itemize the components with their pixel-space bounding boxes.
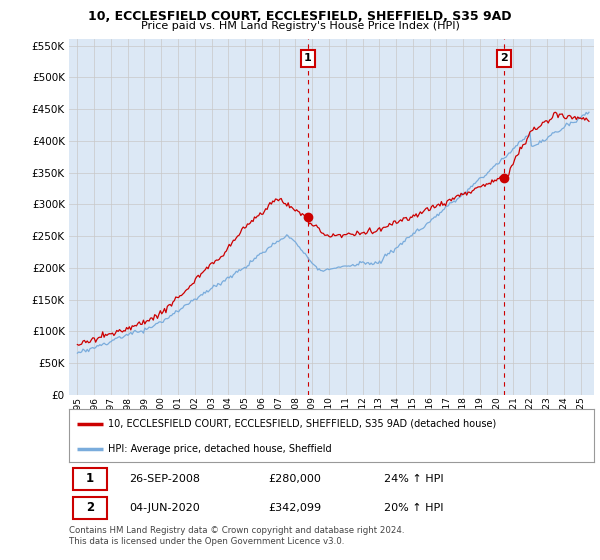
Text: Price paid vs. HM Land Registry's House Price Index (HPI): Price paid vs. HM Land Registry's House …	[140, 21, 460, 31]
Text: HPI: Average price, detached house, Sheffield: HPI: Average price, detached house, Shef…	[109, 444, 332, 454]
Text: £342,099: £342,099	[269, 503, 322, 513]
Text: 2: 2	[500, 53, 508, 63]
Text: Contains HM Land Registry data © Crown copyright and database right 2024.
This d: Contains HM Land Registry data © Crown c…	[69, 526, 404, 546]
FancyBboxPatch shape	[73, 468, 107, 490]
Text: 1: 1	[304, 53, 312, 63]
Text: 24% ↑ HPI: 24% ↑ HPI	[384, 474, 443, 484]
FancyBboxPatch shape	[73, 497, 107, 519]
Text: 10, ECCLESFIELD COURT, ECCLESFIELD, SHEFFIELD, S35 9AD: 10, ECCLESFIELD COURT, ECCLESFIELD, SHEF…	[88, 10, 512, 23]
Text: 10, ECCLESFIELD COURT, ECCLESFIELD, SHEFFIELD, S35 9AD (detached house): 10, ECCLESFIELD COURT, ECCLESFIELD, SHEF…	[109, 419, 497, 429]
Text: 04-JUN-2020: 04-JUN-2020	[130, 503, 200, 513]
Text: £280,000: £280,000	[269, 474, 322, 484]
Text: 2: 2	[86, 501, 94, 514]
Text: 26-SEP-2008: 26-SEP-2008	[130, 474, 200, 484]
Text: 1: 1	[86, 473, 94, 486]
Text: 20% ↑ HPI: 20% ↑ HPI	[384, 503, 443, 513]
